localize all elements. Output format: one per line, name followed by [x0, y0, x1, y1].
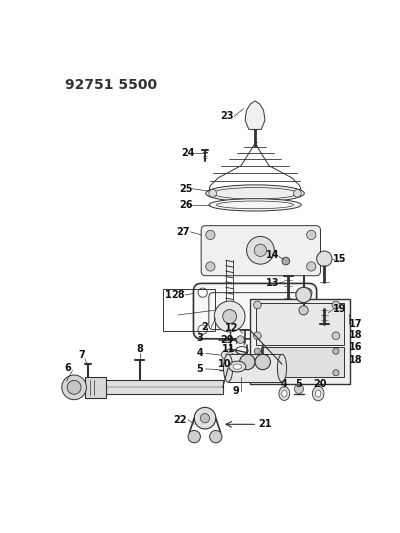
Circle shape	[303, 288, 312, 297]
Text: 25: 25	[179, 184, 192, 193]
Text: 92751 5500: 92751 5500	[65, 78, 157, 92]
Text: 18: 18	[349, 354, 363, 365]
Circle shape	[254, 244, 267, 256]
Bar	[228, 354, 282, 382]
Ellipse shape	[277, 354, 287, 382]
Ellipse shape	[206, 185, 304, 202]
Circle shape	[246, 237, 274, 264]
Circle shape	[206, 230, 215, 239]
Circle shape	[188, 431, 200, 443]
Bar	[105, 381, 223, 394]
FancyBboxPatch shape	[194, 284, 317, 339]
Ellipse shape	[229, 361, 246, 372]
Ellipse shape	[312, 386, 324, 401]
Text: 17: 17	[349, 319, 363, 329]
Text: 15: 15	[333, 254, 346, 264]
Circle shape	[67, 381, 81, 394]
Ellipse shape	[221, 350, 238, 360]
Text: 29: 29	[220, 335, 233, 345]
Text: 12: 12	[225, 323, 239, 333]
Circle shape	[198, 325, 207, 334]
Text: 20: 20	[314, 378, 327, 389]
Circle shape	[214, 301, 245, 332]
Circle shape	[254, 370, 260, 376]
FancyBboxPatch shape	[201, 225, 320, 276]
Circle shape	[254, 348, 260, 354]
Circle shape	[294, 189, 301, 197]
Circle shape	[198, 288, 207, 297]
Circle shape	[333, 348, 339, 354]
Text: 23: 23	[220, 111, 233, 122]
Text: 22: 22	[174, 415, 187, 425]
Ellipse shape	[250, 116, 260, 124]
Circle shape	[332, 301, 340, 309]
Ellipse shape	[209, 199, 301, 211]
Text: 7: 7	[78, 350, 85, 360]
Circle shape	[62, 375, 86, 400]
Circle shape	[200, 414, 210, 423]
Ellipse shape	[226, 353, 234, 357]
Circle shape	[209, 189, 216, 197]
Bar	[261, 346, 344, 377]
Text: 10: 10	[218, 359, 232, 369]
Text: 13: 13	[266, 278, 280, 288]
Circle shape	[303, 325, 312, 334]
Circle shape	[194, 407, 216, 429]
Text: 8: 8	[136, 344, 143, 354]
Text: 28: 28	[171, 290, 185, 300]
Ellipse shape	[282, 390, 287, 397]
Ellipse shape	[316, 390, 321, 397]
Text: 9: 9	[232, 386, 239, 396]
Circle shape	[332, 332, 340, 340]
Circle shape	[236, 336, 244, 343]
Text: 19: 19	[333, 304, 346, 314]
Ellipse shape	[224, 354, 233, 382]
Text: 1: 1	[166, 290, 172, 300]
Polygon shape	[245, 101, 265, 130]
Text: 5: 5	[296, 378, 302, 389]
Text: 16: 16	[349, 342, 363, 352]
Text: 5: 5	[196, 364, 203, 374]
Circle shape	[299, 306, 308, 315]
Bar	[85, 377, 106, 398]
Text: 6: 6	[64, 363, 71, 373]
Circle shape	[254, 332, 261, 340]
Circle shape	[223, 310, 236, 324]
Circle shape	[296, 287, 311, 303]
Circle shape	[294, 384, 304, 393]
Text: 3: 3	[196, 333, 203, 343]
Circle shape	[255, 354, 270, 370]
Circle shape	[307, 262, 316, 271]
Ellipse shape	[279, 386, 290, 400]
Text: 26: 26	[179, 200, 192, 210]
Circle shape	[333, 370, 339, 376]
Bar	[163, 289, 215, 331]
Text: 18: 18	[349, 330, 363, 340]
Circle shape	[210, 431, 222, 443]
Circle shape	[282, 257, 290, 265]
Text: 11: 11	[222, 344, 236, 354]
Circle shape	[317, 251, 332, 266]
Text: 21: 21	[258, 419, 272, 429]
Circle shape	[240, 354, 255, 370]
Bar	[250, 299, 350, 384]
Circle shape	[206, 262, 215, 271]
Circle shape	[254, 301, 261, 309]
Text: 4: 4	[281, 378, 288, 389]
Text: 2: 2	[202, 322, 208, 332]
Circle shape	[307, 230, 316, 239]
Text: 14: 14	[266, 250, 280, 260]
Text: 27: 27	[177, 227, 190, 237]
Circle shape	[228, 365, 237, 374]
Text: 24: 24	[181, 148, 195, 158]
Bar	[256, 303, 344, 345]
Ellipse shape	[233, 364, 242, 369]
Text: 4: 4	[196, 349, 203, 359]
